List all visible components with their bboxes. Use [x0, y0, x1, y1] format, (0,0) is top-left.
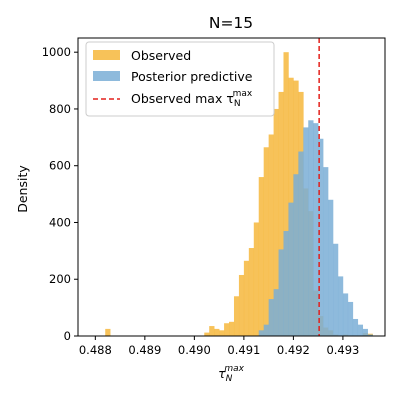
posterior-predictive-bar [273, 289, 279, 336]
x-axis-label: τNmax [218, 364, 245, 384]
x-tick-label: 0.489 [128, 343, 161, 357]
x-axis-ticks: 0.488 0.489 0.490 0.491 0.492 0.493 [79, 336, 359, 357]
posterior-predictive-bar [318, 138, 324, 336]
observed-bar [243, 260, 250, 336]
observed-bar [278, 91, 284, 336]
legend-label-reference-subscript: N [234, 99, 241, 109]
y-tick-label: 800 [49, 102, 71, 116]
x-axis-label-subscript: N [226, 374, 233, 384]
posterior-predictive-bar [367, 334, 373, 336]
observed-bar [273, 108, 279, 336]
posterior-predictive-bar [362, 328, 368, 336]
posterior-predictive-bar [283, 230, 289, 336]
posterior-predictive-bar [308, 120, 314, 336]
legend-label-reference-base: Observed max τ [131, 91, 234, 106]
posterior-predictive-bar [268, 299, 274, 336]
y-tick-label: 200 [49, 272, 71, 286]
observed-bar [258, 177, 264, 336]
observed-bar [263, 147, 269, 336]
posterior-predictive-bar [352, 318, 359, 336]
y-tick-label: 600 [49, 159, 71, 173]
x-tick-label: 0.490 [178, 343, 211, 357]
posterior-predictive-bar [328, 199, 334, 336]
x-tick-label: 0.491 [227, 343, 260, 357]
y-tick-label: 400 [49, 215, 71, 229]
posterior-predictive-bars [258, 120, 373, 337]
y-axis-label: Density [15, 165, 30, 213]
observed-bar [253, 222, 260, 336]
posterior-predictive-bar [347, 301, 354, 336]
posterior-predictive-bar [263, 324, 269, 336]
observed-bar [238, 274, 245, 336]
posterior-predictive-bar [293, 174, 299, 336]
posterior-predictive-bar [298, 151, 304, 336]
posterior-predictive-bar [323, 167, 329, 336]
chart-title: N=15 [209, 14, 253, 32]
legend-label-posterior-predictive: Posterior predictive [131, 69, 253, 84]
observed-bar [105, 328, 111, 336]
legend: Observed Posterior predictive Observed m… [85, 41, 275, 117]
legend-label-reference-line: Observed max τNmax [131, 89, 253, 109]
observed-bar [214, 328, 220, 336]
x-axis-label-superscript: max [224, 364, 244, 374]
y-axis-ticks: 0 200 400 600 800 1000 [42, 45, 78, 343]
legend-swatch-posterior-predictive [93, 71, 120, 81]
x-axis-label-base: τ [218, 366, 226, 381]
posterior-predictive-bar [303, 127, 309, 337]
posterior-predictive-bar [313, 123, 319, 336]
x-tick-label: 0.488 [79, 343, 112, 357]
observed-bar [204, 332, 210, 336]
posterior-predictive-bar [342, 293, 349, 336]
legend-swatch-observed [93, 50, 120, 60]
observed-bar [229, 321, 235, 336]
observed-bar [233, 296, 240, 336]
y-tick-label: 1000 [42, 45, 71, 59]
posterior-predictive-bar [258, 330, 264, 336]
posterior-predictive-bar [333, 243, 339, 336]
legend-label-observed: Observed [131, 48, 191, 63]
legend-frame [85, 41, 275, 117]
observed-bar [219, 330, 225, 336]
y-tick-label: 0 [64, 329, 71, 343]
x-tick-label: 0.492 [277, 343, 310, 357]
posterior-predictive-bar [357, 324, 364, 336]
x-tick-label: 0.493 [326, 343, 359, 357]
observed-bar [224, 323, 230, 336]
posterior-predictive-bar [337, 276, 344, 336]
posterior-predictive-bar [288, 202, 294, 336]
posterior-predictive-bar [278, 249, 284, 336]
observed-bar [268, 134, 274, 336]
observed-bar [209, 326, 215, 336]
observed-bar [283, 52, 289, 336]
plot-frame [77, 37, 386, 337]
legend-label-reference-superscript: max [233, 89, 253, 99]
observed-bar [248, 248, 255, 336]
